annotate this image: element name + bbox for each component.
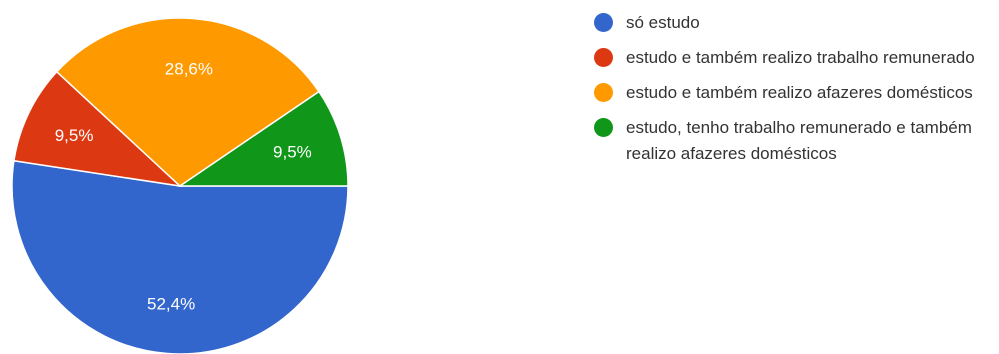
legend-label: estudo e também realizo trabalho remuner… [626, 48, 975, 67]
legend-label: estudo, tenho trabalho remunerado e tamb… [626, 118, 972, 163]
pie-slice[interactable] [55, 17, 320, 187]
slice-data-label: 28,6% [165, 60, 213, 79]
legend-swatch-icon [594, 83, 613, 102]
pie-slice[interactable] [13, 70, 183, 188]
legend-swatch-icon [594, 13, 613, 32]
legend-label: estudo e também realizo afazeres domésti… [626, 83, 973, 102]
legend-item[interactable]: estudo e também realizo afazeres domésti… [594, 80, 994, 106]
legend-swatch-icon [594, 118, 613, 137]
pie-slice[interactable] [11, 159, 349, 354]
legend-item[interactable]: estudo e também realizo trabalho remuner… [594, 45, 994, 71]
legend-item[interactable]: só estudo [594, 10, 994, 36]
legend-label: só estudo [626, 13, 700, 32]
pie-slice[interactable] [177, 90, 349, 187]
pie-chart: 52,4% 9,5% 28,6% 9,5% [11, 17, 349, 354]
slice-data-label: 52,4% [147, 294, 195, 313]
legend-swatch-icon [594, 48, 613, 67]
slice-data-label: 9,5% [55, 126, 94, 145]
slice-data-label: 9,5% [273, 142, 312, 161]
legend-item[interactable]: estudo, tenho trabalho remunerado e tamb… [594, 115, 994, 167]
legend: só estudo estudo e também realizo trabal… [594, 10, 994, 176]
